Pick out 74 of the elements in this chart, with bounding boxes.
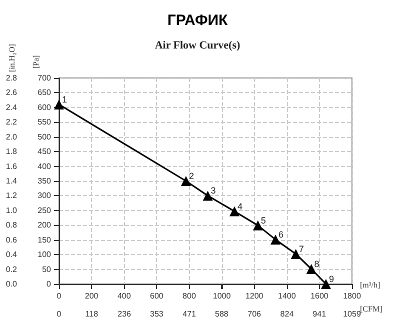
point — [306, 264, 316, 274]
annotation: 1 — [62, 94, 68, 104]
annotation: 8 — [314, 258, 320, 269]
y-tick-label: 50 — [42, 264, 52, 274]
annotation: 3 — [210, 186, 216, 196]
y-tick-label: 200 — [38, 220, 52, 230]
annotation: 6 — [278, 230, 284, 240]
y2-tick-label: 0.8 — [6, 220, 18, 230]
x-tick-label: 1600 — [310, 292, 329, 300]
y-tick-label: 500 — [38, 132, 52, 142]
x-tick-label: 400 — [117, 292, 132, 300]
chart-title: ГРАФИК — [167, 12, 229, 29]
point — [180, 176, 191, 186]
y-tick-label: 100 — [38, 250, 52, 260]
y-tick-label: 400 — [38, 162, 52, 171]
y-tick-label: 250 — [38, 206, 52, 215]
x-tick-label: 800 — [182, 292, 196, 300]
y2-tick-label: 0.0 — [6, 280, 18, 288]
x-tick-label: 600 — [150, 292, 164, 300]
y2-tick-label: 1.6 — [6, 162, 18, 171]
x2-tick-label: 353 — [150, 310, 164, 318]
y-tick-label: 450 — [38, 147, 52, 156]
y-tick-label: 150 — [38, 235, 52, 244]
y2-tick-label: 2.8 — [6, 74, 18, 82]
x2-tick-label: 1059 — [343, 310, 362, 318]
y2-axis-title: [in.H₂O] — [8, 44, 16, 72]
x2-axis-title: [CFM] — [360, 304, 383, 314]
point — [320, 279, 331, 289]
y2-tick-label: 1.8 — [6, 147, 18, 156]
y2-tick-label: 2.6 — [6, 88, 18, 98]
point — [202, 190, 213, 201]
y-tick-label: 650 — [38, 88, 52, 98]
x2-tick-label: 941 — [312, 310, 327, 318]
x2-tick-label: 824 — [280, 310, 294, 318]
x2-tick-label: 0 — [56, 310, 62, 318]
x-tick-label: 1800 — [343, 292, 362, 300]
y2-tick-label: 0.4 — [6, 250, 18, 260]
y2-tick-label: 2.4 — [6, 102, 18, 112]
y-axis-title: [Pa] — [32, 55, 40, 69]
y2-tick-label: 1.2 — [6, 191, 18, 200]
y2-tick-label: 1.4 — [6, 176, 18, 186]
x-tick-label: 200 — [84, 292, 99, 300]
point — [270, 234, 280, 245]
x2-tick-label: 118 — [85, 310, 99, 318]
chart-subtitle: Air Flow Curve(s) — [154, 40, 240, 52]
y-tick-label: 700 — [38, 74, 52, 82]
y-tick-label: 600 — [38, 102, 52, 112]
y-tick-label: 550 — [38, 118, 52, 127]
y-tick-label: 350 — [38, 176, 52, 186]
x2-tick-label: 588 — [215, 310, 229, 318]
y2-tick-label: 1.0 — [6, 206, 18, 215]
point — [290, 248, 301, 259]
annotation: 7 — [298, 244, 304, 254]
x-axis-title: [m³/h] — [360, 280, 381, 290]
annotation: 2 — [188, 171, 194, 181]
point — [54, 99, 64, 110]
y2-tick-label: 0.6 — [6, 235, 18, 244]
y-tick-label: 300 — [38, 191, 52, 200]
y2-tick-label: 2.2 — [6, 118, 18, 127]
point — [229, 206, 240, 216]
y2-tick-label: 0.2 — [6, 264, 18, 274]
x2-tick-label: 471 — [182, 310, 197, 318]
x-tick-label: 1200 — [245, 292, 264, 300]
x2-tick-label: 706 — [248, 310, 262, 318]
point — [252, 220, 263, 230]
annotation: 4 — [237, 201, 242, 212]
y2-tick-label: 2.0 — [6, 132, 18, 142]
x2-tick-label: 236 — [118, 310, 132, 318]
y-tick-label: 0 — [46, 280, 52, 288]
annotation: 9 — [328, 274, 334, 284]
x-tick-label: 1400 — [278, 292, 296, 300]
annotation: 5 — [260, 215, 266, 226]
x-tick-label: 0 — [56, 292, 62, 300]
x-tick-label: 1000 — [212, 292, 232, 300]
